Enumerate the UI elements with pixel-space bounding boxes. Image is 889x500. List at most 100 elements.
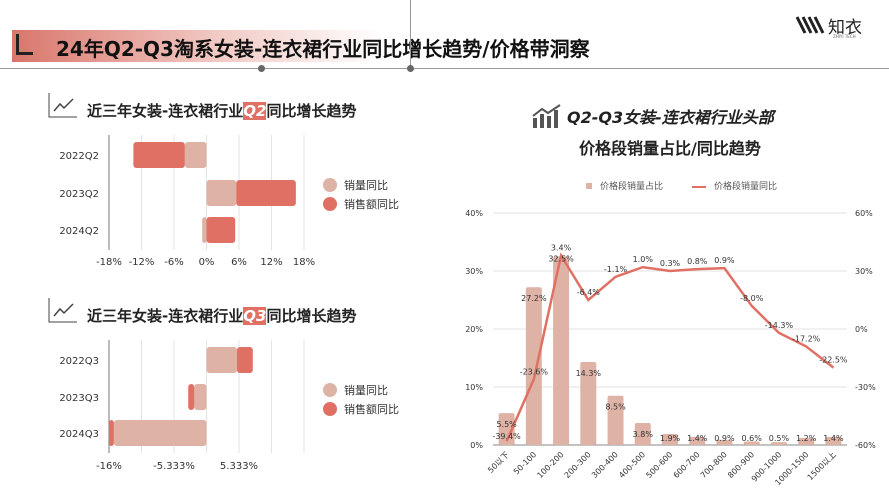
logo: 知衣 ZHIYI TECH <box>795 15 862 39</box>
x-tick-label: -16% <box>96 461 122 472</box>
line-data-label: 0.3% <box>660 259 681 268</box>
right-chart-title: Q2-Q3女装-连衣裙行业头部 <box>567 108 774 127</box>
bar-volume <box>202 217 207 243</box>
bar-data-label: 0.6% <box>742 434 763 443</box>
legend-label: 销售额同比 <box>344 402 399 416</box>
line-data-label: -39.4% <box>492 432 521 441</box>
bar-share <box>580 362 597 445</box>
bar-share <box>553 256 570 445</box>
line-data-label: 0.8% <box>687 257 708 266</box>
trend-icon <box>48 297 78 327</box>
bar-data-label: 0.5% <box>769 434 790 443</box>
divider-dot <box>407 65 414 72</box>
y-right-tick: -60% <box>855 441 876 450</box>
legend-marker <box>323 197 337 211</box>
legend-item-share: 价格段销量占比 <box>586 179 663 192</box>
line-data-label: -6.4% <box>577 288 601 297</box>
bar-share <box>498 413 515 445</box>
x-category-label: 100-200 <box>535 450 565 480</box>
vertical-divider <box>410 0 411 69</box>
bar-share <box>689 436 706 445</box>
legend-label: 销量同比 <box>344 383 388 397</box>
legend-label: 销售额同比 <box>344 197 399 211</box>
line-data-label: 3.4% <box>551 244 572 253</box>
bar-volume <box>113 420 207 446</box>
logo-stripes-icon <box>795 16 825 34</box>
x-tick-label: 0% <box>199 257 215 268</box>
legend-label: 销量同比 <box>344 178 388 192</box>
q2-chart-title: 近三年女装-连衣裙行业Q2同比增长趋势 <box>87 102 357 120</box>
bar-data-label: 5.5% <box>496 420 517 429</box>
x-tick-label: 18% <box>293 257 315 268</box>
bar-sales <box>109 420 114 446</box>
legend-line-swatch <box>692 185 706 188</box>
y-right-tick: 60% <box>855 209 873 218</box>
bar-growth-icon <box>532 104 562 132</box>
bar-volume <box>206 347 237 373</box>
bar-data-label: 8.5% <box>605 403 626 412</box>
right-chart-subtitle: 价格段销量占比/同比趋势 <box>579 139 761 158</box>
bar-sales <box>133 142 185 168</box>
bar-share <box>662 433 678 445</box>
bar-volume <box>184 142 207 168</box>
title-bar <box>12 30 382 62</box>
page-title: 24年Q2-Q3淘系女装-连衣裙行业同比增长趋势/价格带洞察 <box>56 37 590 61</box>
bar-data-label: 14.3% <box>576 369 602 378</box>
y-right-tick: 30% <box>855 267 873 276</box>
x-category-label: 50以下 <box>486 450 511 475</box>
legend-marker <box>323 383 337 397</box>
bar-data-label: 32.5% <box>548 255 574 264</box>
bar-data-label: 1.4% <box>687 434 708 443</box>
y-category-label: 2023Q2 <box>59 189 99 200</box>
bar-sales <box>206 217 236 243</box>
x-tick-label: 5.333% <box>220 461 258 472</box>
bar-volume <box>206 180 237 206</box>
bar-sales <box>188 384 195 410</box>
line-data-label: -8.0% <box>740 294 764 303</box>
y-category-label: 2022Q3 <box>59 356 99 367</box>
y-category-label: 2024Q2 <box>59 226 99 237</box>
bar-share <box>770 442 787 445</box>
line-data-label: -1.1% <box>604 265 628 274</box>
header-divider <box>0 68 889 69</box>
y-left-tick: 30% <box>465 267 483 276</box>
y-category-label: 2023Q3 <box>59 393 99 404</box>
bar-share <box>525 287 542 445</box>
legend-swatch <box>586 183 592 189</box>
divider-dot <box>258 65 265 72</box>
x-tick-label: -5.333% <box>153 461 195 472</box>
x-tick-label: -6% <box>164 257 183 268</box>
legend-item-yoy: 价格段销量同比 <box>692 179 777 192</box>
bar-data-label: 3.8% <box>633 430 654 439</box>
y-category-label: 2022Q2 <box>59 151 99 162</box>
line-data-label: 1.0% <box>633 255 654 264</box>
bar-data-label: 1.9% <box>660 434 681 443</box>
y-left-tick: 10% <box>465 383 483 392</box>
line-data-label: -14.3% <box>765 321 794 330</box>
bar-data-label: 1.2% <box>796 434 817 443</box>
bar-volume <box>194 384 207 410</box>
bar-share <box>743 441 760 445</box>
x-category-label: 400-500 <box>617 450 647 480</box>
x-category-label: 200-300 <box>563 450 593 480</box>
trend-icon <box>48 92 78 122</box>
line-yoy <box>505 252 835 442</box>
x-tick-label: -18% <box>96 257 122 268</box>
y-left-tick: 0% <box>470 441 483 450</box>
line-data-label: -22.5% <box>819 356 848 365</box>
bar-sales <box>236 347 253 373</box>
bar-share <box>798 438 815 445</box>
x-category-label: 600-700 <box>672 450 702 480</box>
y-right-tick: -30% <box>855 383 876 392</box>
bar-share <box>825 436 842 445</box>
x-category-label: 700-800 <box>699 450 729 480</box>
bar-share <box>634 422 651 445</box>
y-left-tick: 20% <box>465 325 483 334</box>
logo-subtext: ZHIYI TECH <box>833 34 856 39</box>
x-category-label: 500-600 <box>644 450 674 480</box>
x-tick-label: 6% <box>231 257 247 268</box>
logo-text: 知衣 <box>828 18 862 38</box>
x-tick-label: 12% <box>260 257 282 268</box>
legend-marker <box>323 402 337 416</box>
